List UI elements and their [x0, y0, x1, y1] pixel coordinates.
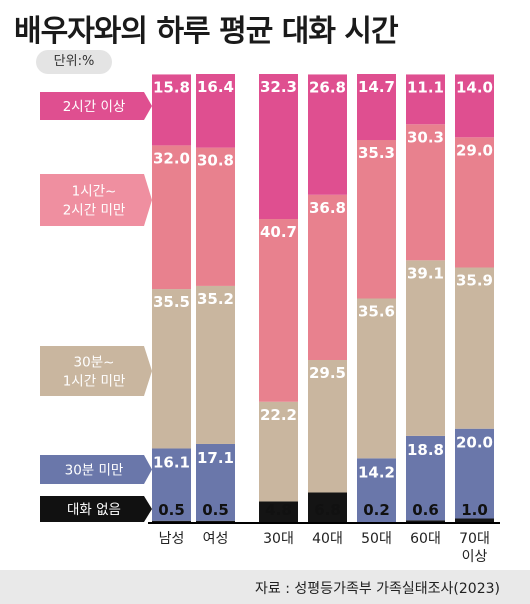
- category-label: 이상: [462, 549, 488, 565]
- bar-segment: [406, 260, 445, 436]
- data-label: 26.8: [309, 78, 346, 96]
- bar-segment: [152, 520, 191, 523]
- data-label: 35.3: [358, 144, 395, 162]
- data-label: 22.2: [260, 406, 297, 424]
- bar-segment: [406, 435, 445, 521]
- legend-label: 2시간 이상: [63, 99, 126, 115]
- bar-segment: [308, 492, 347, 523]
- data-label: 35.6: [358, 303, 395, 321]
- data-label: 17.1: [197, 449, 234, 467]
- bar-segment: [196, 520, 235, 523]
- data-label: 39.1: [407, 264, 444, 282]
- data-label: 4.8: [265, 501, 292, 519]
- data-label: 35.5: [153, 293, 190, 311]
- data-label: 32.3: [260, 78, 297, 96]
- data-label: 36.8: [309, 199, 346, 217]
- legend-swatch: [40, 496, 152, 522]
- bar-segment: [455, 428, 494, 519]
- data-label: 30.8: [197, 152, 234, 170]
- bar-segment: [196, 74, 235, 148]
- bar-segment: [152, 74, 191, 146]
- bar-segment: [152, 145, 191, 290]
- legend-label: 1시간 미만: [63, 374, 126, 390]
- category-label: 70대: [459, 531, 490, 547]
- data-label: 16.4: [197, 78, 234, 96]
- bar-segment: [357, 140, 396, 299]
- data-label: 40.7: [260, 223, 297, 241]
- stacked-bar-chart: 0.5 16.1 35.5 32.0 15.8 남성 0.5 17.1 35.2 30.8 16.4…: [40, 74, 500, 565]
- bar-segment: [308, 194, 347, 361]
- bar-segment: [455, 267, 494, 429]
- bar-segment: [308, 74, 347, 195]
- data-label: 18.8: [407, 441, 444, 459]
- bar-segment: [152, 289, 191, 449]
- category-label: 60대: [410, 531, 441, 547]
- bar-segment: [196, 147, 235, 286]
- legend-label: 대화 없음: [67, 502, 121, 518]
- data-label: 14.0: [456, 78, 493, 96]
- data-label: 0.5: [202, 501, 229, 519]
- data-label: 15.8: [153, 78, 190, 96]
- bar-segment: [357, 298, 396, 459]
- data-label: 35.9: [456, 272, 493, 290]
- bar-segment: [455, 74, 494, 138]
- bar-segment: [152, 448, 191, 521]
- legend-swatch: [40, 174, 152, 226]
- data-label: 0.5: [158, 501, 185, 519]
- bar-segment: [455, 518, 494, 523]
- bar-segment: [308, 360, 347, 493]
- bar-segment: [406, 520, 445, 523]
- legend-label: 30분~: [74, 355, 115, 371]
- data-label: 0.6: [412, 501, 439, 519]
- data-label: 29.0: [456, 141, 493, 159]
- category-label: 여성: [203, 531, 229, 547]
- data-label: 30.3: [407, 128, 444, 146]
- source-text: 자료 : 성평등가족부 가족실태조사(2023): [255, 581, 500, 597]
- category-label: 40대: [312, 531, 343, 547]
- data-label: 14.7: [358, 78, 395, 96]
- bar-segment: [455, 137, 494, 268]
- bar-segment: [259, 219, 298, 402]
- bar-segment: [357, 458, 396, 523]
- chart-title: 배우자와의 하루 평균 대화 시간: [14, 14, 399, 49]
- data-label: 32.0: [153, 149, 190, 167]
- category-label: 남성: [159, 531, 185, 547]
- data-label: 29.5: [309, 364, 346, 382]
- category-label: 30대: [263, 531, 294, 547]
- data-label: 35.2: [197, 290, 234, 308]
- bar-segment: [259, 74, 298, 220]
- legend-swatch: [40, 92, 152, 120]
- bar-segment: [259, 501, 298, 523]
- data-label: 1.0: [461, 501, 488, 519]
- data-label: 16.1: [153, 453, 190, 471]
- bar-segment: [259, 401, 298, 502]
- legend-label: 1시간~: [72, 184, 117, 200]
- bar-segment: [406, 124, 445, 261]
- bar-segment: [406, 74, 445, 125]
- bar-segment: [357, 74, 396, 141]
- data-label: 6.8: [314, 501, 341, 519]
- bar-segment: [196, 285, 235, 444]
- data-label: 0.2: [363, 501, 390, 519]
- unit-badge: 단위:%: [36, 50, 112, 74]
- source-bar: 자료 : 성평등가족부 가족실태조사(2023): [0, 570, 530, 604]
- legend-swatch: [40, 455, 152, 484]
- legend-swatch: [40, 346, 152, 396]
- legend-label: 2시간 미만: [63, 203, 126, 219]
- data-label: 20.0: [456, 434, 493, 452]
- legend-label: 30분 미만: [65, 463, 124, 479]
- data-label: 11.1: [407, 78, 444, 96]
- category-label: 50대: [361, 531, 392, 547]
- data-label: 14.2: [358, 463, 395, 481]
- bar-segment: [196, 443, 235, 521]
